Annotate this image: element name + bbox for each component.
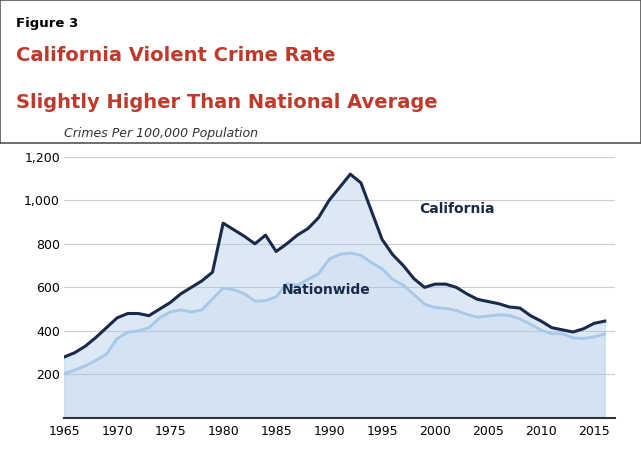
- Text: Crimes Per 100,000 Population: Crimes Per 100,000 Population: [64, 127, 258, 140]
- Text: Slightly Higher Than National Average: Slightly Higher Than National Average: [16, 93, 438, 112]
- Text: California Violent Crime Rate: California Violent Crime Rate: [16, 46, 335, 65]
- Text: Nationwide: Nationwide: [281, 283, 370, 296]
- Text: Figure 3: Figure 3: [16, 17, 78, 30]
- Text: California: California: [419, 202, 495, 216]
